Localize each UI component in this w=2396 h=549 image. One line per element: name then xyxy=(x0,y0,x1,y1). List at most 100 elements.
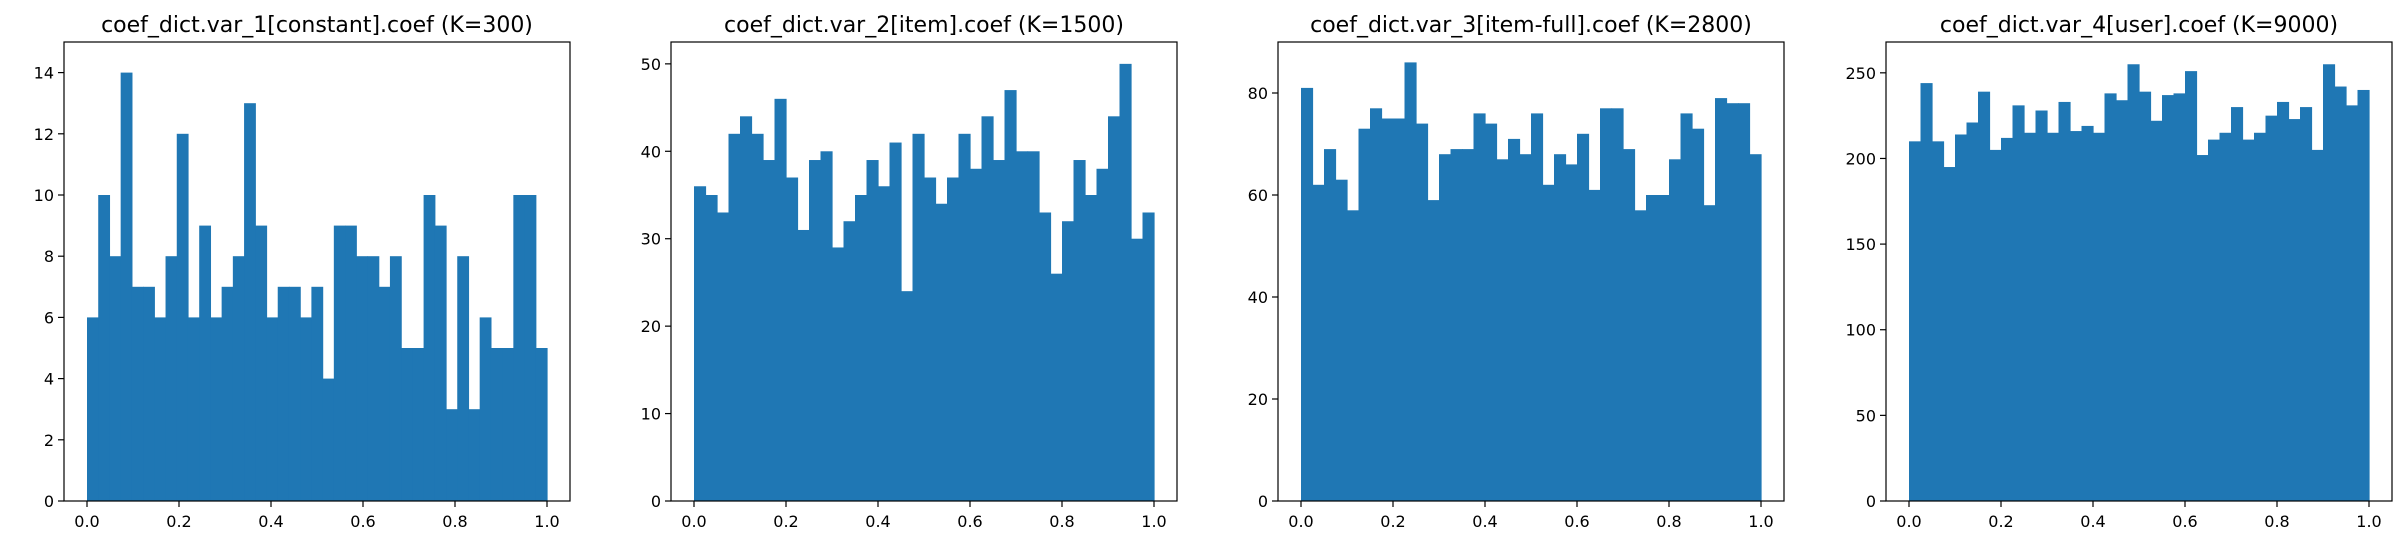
histogram-bar xyxy=(1554,154,1567,501)
histogram-bar xyxy=(2265,115,2278,502)
histogram-bar xyxy=(490,348,503,501)
x-tick-label: 0.6 xyxy=(2172,512,2197,531)
histogram-bar xyxy=(1978,91,1991,502)
histogram-bar xyxy=(2139,91,2152,502)
histogram-bar xyxy=(1611,108,1624,502)
histogram-bar xyxy=(1565,164,1578,501)
histogram-bar xyxy=(423,195,436,501)
x-tick-label: 0.8 xyxy=(2264,512,2289,531)
histogram-bar xyxy=(1016,151,1029,502)
x-tick-label: 1.0 xyxy=(2356,512,2381,531)
histogram-bar xyxy=(2047,132,2060,501)
histogram-bar xyxy=(255,225,268,501)
histogram-bar xyxy=(199,225,212,501)
histogram-bar xyxy=(1508,138,1521,501)
histogram-bar xyxy=(2185,71,2198,502)
chart-title: coef_dict.var_3[item-full].coef (K=2800) xyxy=(1310,13,1752,38)
x-tick-label: 0.4 xyxy=(865,512,890,531)
histogram-bar xyxy=(1301,87,1314,502)
histogram-bar xyxy=(266,317,279,501)
histogram-bar xyxy=(120,72,133,501)
histogram-bar xyxy=(2196,155,2209,502)
histogram-bar xyxy=(535,348,548,501)
x-tick-label: 1.0 xyxy=(1141,512,1166,531)
histogram-bar xyxy=(367,256,380,501)
histogram-bar xyxy=(2173,93,2186,501)
histogram-bar xyxy=(479,317,492,501)
y-tick-label: 0 xyxy=(651,492,661,511)
histogram-bar xyxy=(1909,141,1922,501)
histogram-bar xyxy=(412,348,425,501)
histogram-bar xyxy=(1634,210,1647,502)
histogram-bar xyxy=(187,317,200,501)
histogram-bar xyxy=(2288,119,2301,501)
chart-title: coef_dict.var_2[item].coef (K=1500) xyxy=(724,13,1124,38)
histogram-bar xyxy=(1381,118,1394,501)
histogram-bar xyxy=(1108,116,1121,501)
histogram-bar xyxy=(446,409,458,501)
y-tick-label: 0 xyxy=(44,492,54,511)
histogram-bar xyxy=(1646,195,1659,501)
histogram-bar xyxy=(1623,149,1636,501)
x-tick-label: 0.2 xyxy=(166,512,191,531)
histogram-bar xyxy=(143,286,155,501)
x-tick-label: 0.2 xyxy=(1988,512,2013,531)
y-tick-label: 50 xyxy=(641,55,661,74)
histogram-bar xyxy=(2012,105,2025,502)
histogram-bar xyxy=(154,317,167,501)
histogram-bar xyxy=(277,286,290,501)
histogram-bar xyxy=(1715,98,1728,501)
histogram-bar xyxy=(970,168,983,501)
x-tick-label: 1.0 xyxy=(534,512,559,531)
histogram-bar xyxy=(389,256,402,501)
histogram-bar xyxy=(1062,221,1075,502)
y-tick-label: 0 xyxy=(1258,492,1268,511)
histogram-bar xyxy=(2254,132,2267,501)
histogram-bar xyxy=(1027,151,1040,502)
x-tick-label: 0.8 xyxy=(442,512,467,531)
y-tick-label: 40 xyxy=(1248,288,1268,307)
histogram-bar xyxy=(1096,168,1109,501)
y-tick-label: 250 xyxy=(1845,64,1876,83)
histogram-bar xyxy=(1119,63,1132,502)
x-tick-label: 0.4 xyxy=(1472,512,1497,531)
histogram-bar xyxy=(924,177,937,501)
histogram-bar xyxy=(131,286,144,501)
histogram-bar xyxy=(356,256,369,501)
x-tick-label: 0.4 xyxy=(258,512,283,531)
y-tick-label: 30 xyxy=(641,230,661,249)
y-tick-label: 80 xyxy=(1248,84,1268,103)
axes-frame xyxy=(63,41,571,502)
histogram-bar xyxy=(2231,107,2244,501)
histogram-bar xyxy=(1439,154,1452,501)
y-tick-label: 14 xyxy=(34,64,54,83)
y-tick-label: 20 xyxy=(1248,390,1268,409)
histogram-bar xyxy=(912,133,925,502)
histogram-bar xyxy=(1749,154,1762,501)
chart-panel-4: 0.0 0.2 0.4 0.6 0.8 1.0 0 50 100 150 200 250 coef_di… xyxy=(1845,13,2393,531)
histogram-bar xyxy=(109,256,122,501)
histogram-bar xyxy=(958,133,971,502)
histogram-bar xyxy=(832,247,845,501)
histogram-bar xyxy=(2242,139,2255,501)
histogram-bar xyxy=(1932,141,1945,501)
histogram-bar xyxy=(98,195,111,501)
chart-panel-2: 0.0 0.2 0.4 0.6 0.8 1.0 0 10 20 30 40 50 coef_dict.v… xyxy=(641,13,1178,531)
histogram-bar xyxy=(740,116,753,501)
y-tick-label: 50 xyxy=(1856,406,1876,425)
histogram-bar xyxy=(87,317,99,501)
histogram-bar xyxy=(1542,184,1555,502)
histogram-bar xyxy=(434,225,447,501)
histogram-bar xyxy=(322,378,335,501)
x-tick-label: 0.0 xyxy=(74,512,99,531)
histogram-bar xyxy=(889,142,902,502)
histogram-bar xyxy=(2104,93,2117,501)
histogram-bar xyxy=(1669,159,1682,502)
histogram-bar xyxy=(1416,123,1429,501)
histogram-bar xyxy=(221,286,234,501)
histogram-bar xyxy=(843,221,856,502)
histogram-bar xyxy=(2311,149,2324,501)
histogram-bar xyxy=(1485,123,1498,501)
x-tick-label: 0.2 xyxy=(1380,512,1405,531)
histogram-bar xyxy=(1920,83,1933,501)
